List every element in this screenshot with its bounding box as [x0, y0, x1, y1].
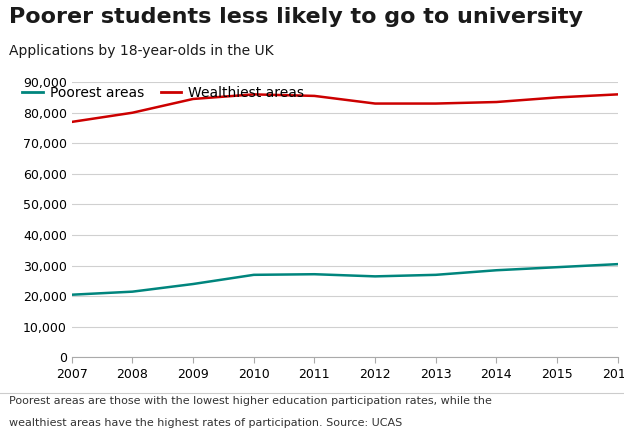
Text: Poorer students less likely to go to university: Poorer students less likely to go to uni… [9, 7, 583, 27]
Legend: Poorest areas, Wealthiest areas: Poorest areas, Wealthiest areas [16, 80, 310, 105]
Text: wealthiest areas have the highest rates of participation. Source: UCAS: wealthiest areas have the highest rates … [9, 418, 402, 428]
Text: B: B [547, 412, 558, 426]
Text: B: B [567, 412, 578, 426]
Text: Applications by 18-year-olds in the UK: Applications by 18-year-olds in the UK [9, 44, 274, 59]
Text: C: C [588, 412, 598, 426]
Text: Poorest areas are those with the lowest higher education participation rates, wh: Poorest areas are those with the lowest … [9, 396, 492, 407]
